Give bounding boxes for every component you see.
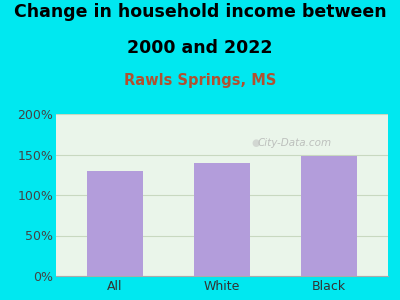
Text: Rawls Springs, MS: Rawls Springs, MS	[124, 74, 276, 88]
Text: City-Data.com: City-Data.com	[258, 138, 332, 148]
Text: 2000 and 2022: 2000 and 2022	[127, 39, 273, 57]
Bar	[301, 156, 357, 276]
Text: Change in household income between: Change in household income between	[14, 3, 386, 21]
Text: ●: ●	[251, 138, 260, 148]
Bar	[87, 171, 143, 276]
Bar	[194, 163, 250, 276]
